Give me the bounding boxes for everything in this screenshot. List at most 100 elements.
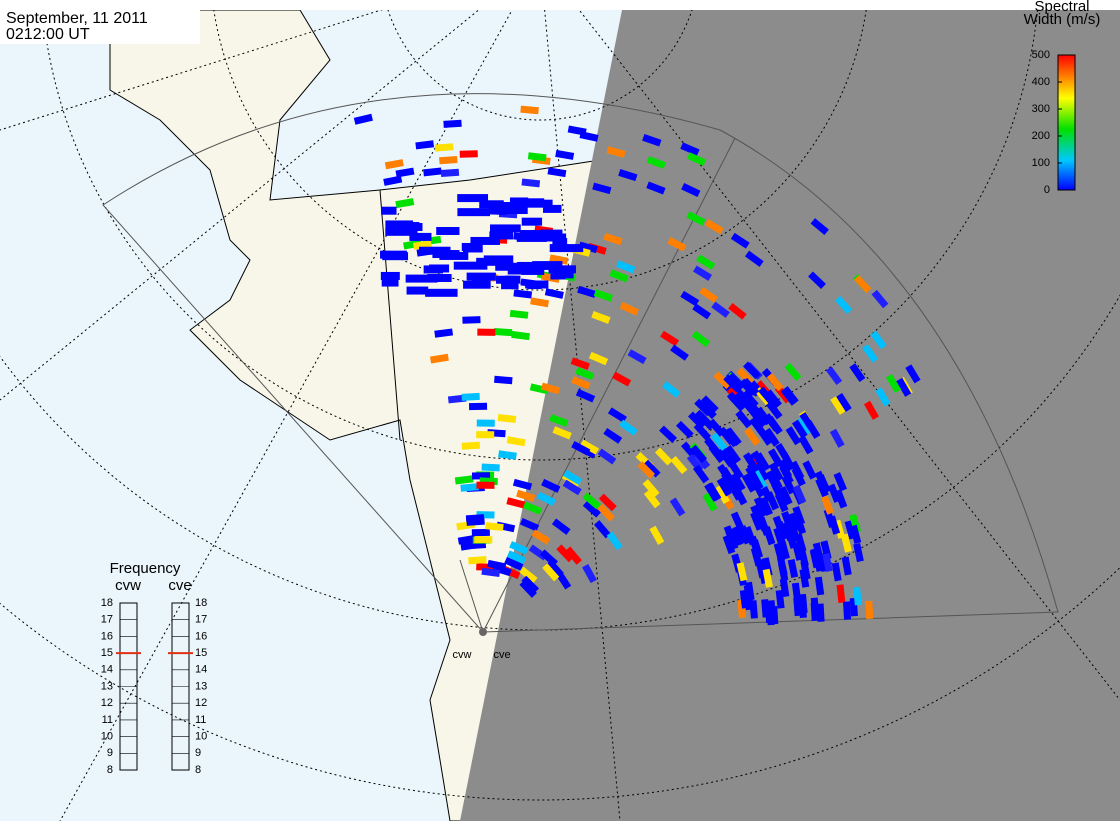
frequency-tick-label: 17: [195, 614, 207, 626]
cell: [853, 543, 864, 563]
frequency-tick-label: 16: [101, 630, 113, 642]
cell: [530, 297, 550, 308]
cell: [457, 194, 489, 203]
cell: [816, 603, 825, 622]
cell: [766, 400, 783, 420]
cell: [582, 564, 597, 584]
cell: [425, 288, 458, 297]
cell: [415, 140, 435, 150]
cell: [781, 521, 795, 542]
cell: [810, 597, 820, 617]
cell: [849, 363, 866, 383]
cell: [642, 134, 662, 147]
cell: [547, 167, 567, 178]
cell: [741, 389, 759, 409]
cell: [436, 226, 460, 235]
frequency-tick-label: 18: [195, 597, 207, 609]
cell: [814, 576, 825, 596]
cell: [791, 467, 806, 487]
cell: [564, 546, 582, 565]
cell: [792, 419, 808, 439]
cell: [501, 281, 519, 290]
frequency-tick-label: 11: [195, 714, 206, 726]
cell: [774, 527, 787, 547]
cell: [792, 484, 807, 505]
cell: [654, 447, 673, 466]
frequency-tick-label: 15: [101, 647, 113, 659]
cell: [836, 584, 846, 604]
cell: [775, 442, 791, 462]
cell: [829, 428, 845, 448]
colorbar: [1057, 54, 1076, 191]
cell: [506, 436, 526, 447]
cell: [616, 260, 636, 274]
cell: [550, 271, 566, 280]
cell: [497, 414, 517, 423]
site-label: cve: [493, 649, 510, 661]
cell: [875, 387, 891, 407]
cell: [841, 556, 852, 576]
cell: [696, 254, 716, 270]
frequency-tick-label: 15: [195, 647, 207, 659]
cell: [606, 531, 623, 551]
cell: [476, 257, 499, 266]
cell: [723, 374, 741, 393]
cell: [792, 541, 804, 561]
cell: [687, 411, 706, 430]
cell: [555, 149, 575, 160]
frequency-tick-label: 11: [102, 714, 113, 726]
cell: [690, 444, 708, 464]
cell: [381, 278, 399, 287]
cell: [511, 330, 530, 341]
cell: [432, 250, 460, 259]
cell: [498, 450, 517, 460]
cell: [777, 562, 789, 582]
cell: [593, 289, 614, 302]
cell: [556, 544, 574, 563]
cell: [406, 286, 429, 295]
cell: [716, 477, 733, 497]
cell: [518, 198, 545, 207]
cell: [778, 486, 793, 506]
cell: [507, 266, 528, 275]
cell: [836, 392, 852, 412]
cell: [730, 472, 746, 492]
cell: [603, 427, 623, 444]
colorbar-tick-label: 400: [1032, 76, 1050, 88]
cell: [384, 159, 404, 170]
cell: [693, 265, 713, 281]
cell: [799, 594, 808, 614]
cell: [476, 431, 495, 439]
cell: [516, 489, 536, 502]
cell: [521, 266, 545, 275]
cell: [579, 131, 599, 142]
cell: [810, 218, 829, 235]
cell: [669, 497, 686, 517]
colorbar-title: Width (m/s): [1024, 11, 1101, 28]
cell: [643, 459, 661, 478]
cell: [662, 381, 681, 398]
cell: [468, 555, 487, 565]
cell: [577, 285, 597, 298]
cell: [512, 478, 533, 491]
cell: [787, 558, 799, 578]
cell: [405, 274, 438, 283]
cell: [470, 236, 500, 245]
cell: [489, 231, 514, 240]
cell: [693, 422, 711, 441]
cell: [440, 168, 460, 178]
cell: [750, 504, 764, 525]
cell: [543, 204, 562, 213]
cell: [782, 386, 799, 405]
cell: [539, 549, 558, 567]
cell: [506, 497, 526, 509]
cell: [619, 419, 638, 436]
cell: [509, 309, 529, 319]
cell: [642, 479, 660, 498]
cell: [385, 227, 418, 236]
cell: [704, 482, 720, 502]
cell: [575, 366, 595, 381]
cell: [699, 401, 717, 420]
frequency-tick-label: 10: [101, 731, 113, 743]
cell: [592, 182, 612, 195]
